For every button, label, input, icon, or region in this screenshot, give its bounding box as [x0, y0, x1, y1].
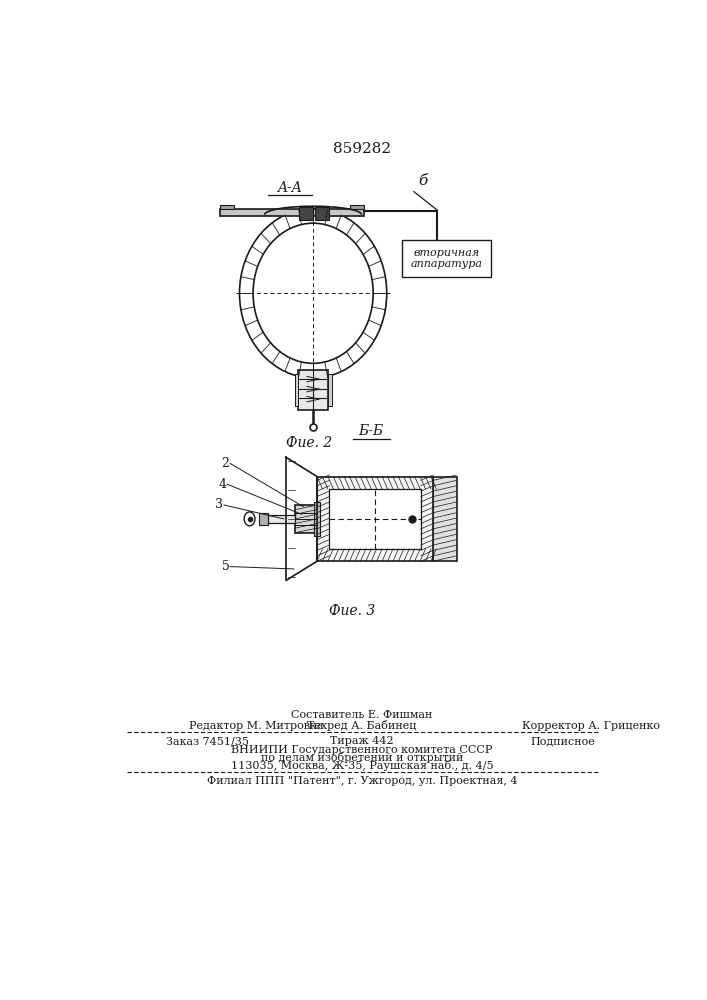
Text: 113035, Москва, Ж-35, Раушская наб., д. 4/5: 113035, Москва, Ж-35, Раушская наб., д. …: [230, 760, 493, 771]
Bar: [402, 240, 491, 277]
Bar: [314, 502, 320, 536]
Bar: [298, 370, 328, 410]
Bar: [328, 374, 332, 406]
Text: Подписное: Подписное: [530, 736, 595, 746]
Text: Заказ 7451/35: Заказ 7451/35: [166, 736, 249, 746]
Text: ВНИИПИ Государственного комитета СССР: ВНИИПИ Государственного комитета СССР: [231, 745, 493, 755]
Bar: [220, 205, 234, 209]
Text: Корректор А. Гриценко: Корректор А. Гриценко: [522, 721, 660, 731]
Text: Фие. 2: Фие. 2: [286, 436, 332, 450]
Bar: [317, 477, 433, 561]
Bar: [296, 505, 317, 533]
Text: по делам изобретений и открытий: по делам изобретений и открытий: [261, 752, 463, 763]
Text: Составитель Е. Фишман: Составитель Е. Фишман: [291, 710, 433, 720]
Text: 859282: 859282: [333, 142, 391, 156]
Text: Редактор М. Митровка: Редактор М. Митровка: [189, 721, 324, 731]
Text: 5: 5: [221, 560, 230, 573]
Text: A-A: A-A: [278, 181, 303, 195]
Bar: [299, 207, 313, 220]
Bar: [315, 207, 329, 220]
Text: 2: 2: [221, 457, 230, 470]
Bar: [329, 489, 421, 549]
Text: Фие. 3: Фие. 3: [329, 604, 375, 618]
Bar: [259, 513, 268, 525]
Text: вторичная
аппаратура: вторичная аппаратура: [411, 248, 483, 269]
Bar: [349, 205, 363, 209]
Text: Техред А. Бабинец: Техред А. Бабинец: [308, 720, 416, 731]
Bar: [433, 477, 457, 561]
Text: 3: 3: [216, 498, 223, 512]
Text: 4: 4: [218, 478, 226, 491]
Text: б: б: [418, 174, 427, 188]
Text: Филиал ППП "Патент", г. Ужгород, ул. Проектная, 4: Филиал ППП "Патент", г. Ужгород, ул. Про…: [206, 776, 518, 786]
Text: Тираж 442: Тираж 442: [330, 736, 394, 746]
Bar: [220, 209, 363, 216]
Bar: [268, 515, 296, 523]
Bar: [295, 374, 298, 406]
Text: Б-Б: Б-Б: [358, 424, 384, 438]
